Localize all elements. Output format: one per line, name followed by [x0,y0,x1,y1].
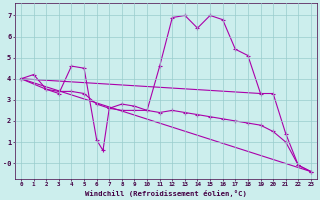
X-axis label: Windchill (Refroidissement éolien,°C): Windchill (Refroidissement éolien,°C) [85,190,247,197]
